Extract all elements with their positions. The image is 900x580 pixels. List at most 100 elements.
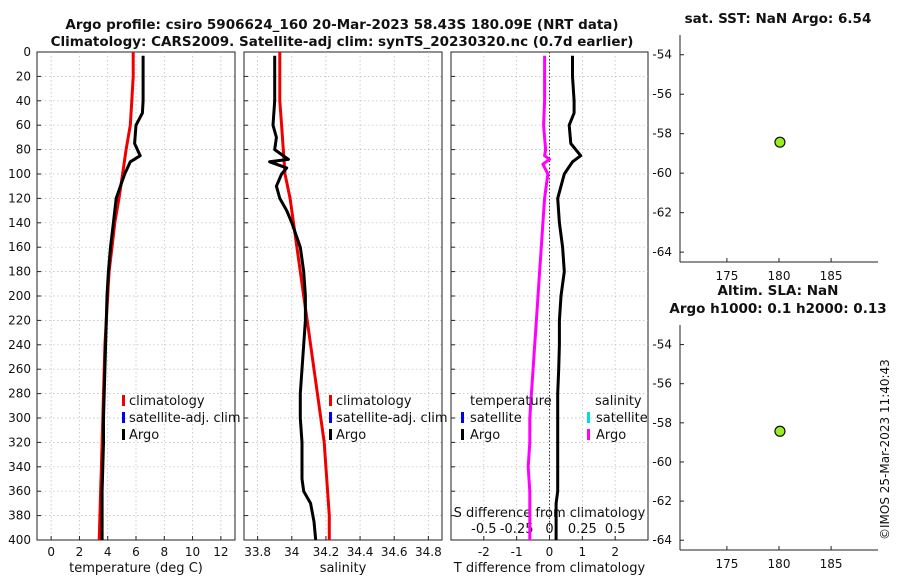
- sla-map-ytick-label: -60: [652, 455, 672, 469]
- sst-map-ytick-label: -62: [652, 206, 672, 220]
- sla-map-ytick-label: -58: [652, 416, 672, 430]
- profile-panel-salinity: 33.8 34 34.2 34.4 34.6 34.8 salinity climatolog…: [243, 51, 448, 576]
- salinity-legend-label: satellite-adj. clim: [336, 411, 448, 426]
- map-panel-sst-map: -54 -56 -58 -60 -62 -64 175 180 185: [652, 35, 878, 283]
- depth-tick-label: 320: [8, 435, 31, 449]
- sla-map-ytick-label: -56: [652, 377, 672, 391]
- profile-panel-temperature: 0 2 4 6 8 10 12 temperature (deg C) 0 20 40 60 80 100…: [8, 45, 241, 576]
- temperature-legend-label: climatology: [129, 394, 205, 409]
- sla-map-title: Altim. SLA: NaN: [718, 283, 839, 299]
- salinity-xtick-label: 34: [284, 545, 299, 559]
- depth-tick-label: 120: [8, 191, 31, 205]
- depth-tick-label: 80: [16, 143, 31, 157]
- depth-tick-label: 200: [8, 289, 31, 303]
- sst-map-xtick-label: 180: [768, 269, 791, 283]
- sst-map-ytick-label: -54: [652, 48, 672, 62]
- depth-tick-label: 380: [8, 509, 31, 523]
- sst-map-argo-position-marker: [774, 136, 786, 148]
- sla-map-title2: Argo h1000: 0.1 h2000: 0.13: [669, 301, 886, 317]
- difference-legend-right-title: salinity: [595, 394, 642, 409]
- depth-tick-label: 180: [8, 265, 31, 279]
- difference-legend-left-label: satellite: [470, 411, 522, 426]
- difference-legend-left-label: Argo: [470, 428, 500, 443]
- depth-tick-label: 360: [8, 484, 31, 498]
- temperature-series-argo: [100, 55, 145, 540]
- difference-x2tick-label: 0.25: [568, 522, 597, 537]
- depth-tick-label: 100: [8, 167, 31, 181]
- difference-xlabel2: S difference from climatology: [454, 506, 646, 521]
- sst-map-ytick-label: -60: [652, 166, 672, 180]
- depth-tick-label: 20: [16, 69, 31, 83]
- depth-tick-label: 40: [16, 94, 31, 108]
- temperature-xtick-label: 8: [160, 545, 168, 559]
- difference-x2tick-label: 0.5: [605, 522, 626, 537]
- salinity-xtick-label: 34.8: [415, 545, 442, 559]
- temperature-legend-label: Argo: [129, 428, 159, 443]
- sla-map-ytick-label: -54: [652, 338, 672, 352]
- difference-xlabel: T difference from climatology: [453, 561, 646, 576]
- difference-xtick-label: -1: [511, 545, 523, 559]
- depth-tick-label: 240: [8, 338, 31, 352]
- title-line2: Climatology: CARS2009. Satellite-adj cli…: [51, 34, 634, 50]
- difference-legend-right-label: Argo: [596, 428, 626, 443]
- difference-legend-right-label: satellite: [596, 411, 648, 426]
- depth-tick-label: 140: [8, 216, 31, 230]
- map-panel-sla-map: -54 -56 -58 -60 -62 -64 175 180 185: [652, 325, 878, 571]
- salinity-xtick-label: 34.2: [313, 545, 340, 559]
- salinity-series-climatology: [278, 52, 331, 540]
- depth-tick-label: 160: [8, 240, 31, 254]
- salinity-legend-swatch: [329, 429, 332, 440]
- difference-legend-left-swatch: [461, 429, 464, 440]
- salinity-legend-swatch: [329, 395, 332, 406]
- temperature-legend-swatch: [122, 429, 125, 440]
- difference-xtick-label: 0: [546, 545, 554, 559]
- depth-tick-label: 220: [8, 313, 31, 327]
- difference-xtick-label: 2: [611, 545, 619, 559]
- salinity-legend-label: climatology: [336, 394, 412, 409]
- temperature-legend-swatch: [122, 412, 125, 423]
- sla-map-argo-position-marker: [774, 425, 786, 437]
- salinity-legend-label: Argo: [336, 428, 366, 443]
- sst-map-xtick-label: 175: [715, 269, 738, 283]
- salinity-xtick-label: 34.4: [347, 545, 374, 559]
- depth-tick-label: 0: [23, 45, 31, 59]
- depth-tick-label: 60: [16, 118, 31, 132]
- salinity-series-argo: [268, 55, 318, 541]
- salinity-xtick-label: 33.8: [244, 545, 271, 559]
- sla-map-ytick-label: -64: [652, 533, 672, 547]
- temperature-xtick-label: 6: [132, 545, 140, 559]
- footer-timestamp: ©IMOS 25-Mar-2023 11:40:43: [878, 359, 892, 540]
- salinity-xtick-label: 34.6: [381, 545, 408, 559]
- temperature-xtick-label: 12: [213, 545, 228, 559]
- difference-legend-left-swatch: [461, 412, 464, 423]
- temperature-xtick-label: 4: [104, 545, 112, 559]
- difference-legend-left-title: temperature: [470, 394, 552, 409]
- difference-series-t-argo: [554, 55, 583, 540]
- difference-series-s-argo: [526, 55, 551, 540]
- depth-tick-label: 400: [8, 533, 31, 547]
- sst-map-ytick-label: -64: [652, 245, 672, 259]
- temperature-xlabel: temperature (deg C): [69, 561, 203, 576]
- sla-map-xtick-label: 180: [768, 557, 791, 571]
- difference-xtick-label: -2: [478, 545, 490, 559]
- profile-panel-difference: -2 -1 0 1 2 T difference from climatology S di…: [450, 51, 649, 576]
- title-line1: Argo profile: csiro 5906624_160 20-Mar-2…: [65, 17, 618, 33]
- difference-xtick-label: 1: [579, 545, 587, 559]
- depth-tick-label: 340: [8, 460, 31, 474]
- depth-tick-label: 280: [8, 387, 31, 401]
- temperature-legend-swatch: [122, 395, 125, 406]
- sla-map-xtick-label: 175: [715, 557, 738, 571]
- difference-legend-right-swatch: [587, 412, 590, 423]
- depth-tick-label: 260: [8, 362, 31, 376]
- temperature-xtick-label: 0: [47, 545, 55, 559]
- temperature-legend-label: satellite-adj. clim: [129, 411, 241, 426]
- difference-x2tick-label: -0.5: [471, 522, 496, 537]
- difference-x2tick-label: 0: [545, 522, 553, 537]
- sst-map-title: sat. SST: NaN Argo: 6.54: [685, 11, 872, 27]
- sla-map-xtick-label: 185: [820, 557, 843, 571]
- temperature-xtick-label: 10: [185, 545, 200, 559]
- difference-x2tick-label: -0.25: [500, 522, 534, 537]
- temperature-xtick-label: 2: [76, 545, 84, 559]
- depth-tick-label: 300: [8, 411, 31, 425]
